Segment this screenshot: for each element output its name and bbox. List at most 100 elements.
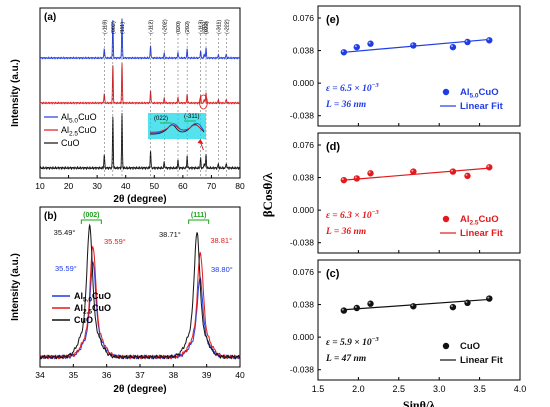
legend-text-base: Al	[460, 214, 470, 225]
y-tick-label: -0.038	[290, 365, 314, 375]
series-line-Al5.0CuO	[39, 261, 241, 360]
legend-text-sub: 2.5	[470, 220, 479, 227]
strain-exponent: −3	[372, 336, 380, 343]
zoom-region-ellipse	[199, 94, 208, 110]
data-point	[410, 168, 417, 175]
group-bracket	[80, 219, 102, 224]
plot-frame	[317, 132, 521, 254]
series-line-Al5.0CuO	[39, 18, 241, 60]
strain-exponent: −3	[372, 209, 380, 216]
group-bracket	[188, 219, 210, 224]
data-point	[464, 299, 471, 307]
data-point-highlight	[354, 176, 357, 179]
legend-item: Al5.0CuO	[61, 112, 97, 125]
strain-text: ε = 5.9 × 10	[326, 338, 372, 348]
data-point	[367, 300, 374, 307]
legend-line-label: Linear Fit	[460, 228, 504, 239]
data-point-highlight	[354, 306, 357, 308]
data-point	[486, 164, 493, 171]
y-tick-label: -0.038	[290, 238, 314, 248]
zoom-inset: (022) (-311)	[148, 113, 206, 139]
y-axis-label: Intensity (a.u.)	[10, 253, 21, 321]
inset-label: (022)	[154, 116, 168, 122]
data-point-highlight	[465, 40, 468, 42]
hkl-label: (-222)	[224, 19, 230, 34]
panel-label: (a)	[44, 12, 56, 23]
y-tick-label: 0.038	[293, 300, 315, 310]
x-tick-label: 34	[35, 370, 45, 380]
wh-subpanel: -0.038 0.000 0.038 0.076 (c) ε = 5.9 × 10−3 L …	[290, 259, 521, 381]
size-annotation: L = 47 nm	[325, 354, 366, 364]
x-tick-label: 3.0	[433, 384, 446, 394]
legend-point-label: Al2.5CuO	[460, 214, 499, 227]
legend-item: Al5.0CuO	[74, 291, 111, 304]
x-tick-label: 35	[69, 370, 79, 380]
x-axis-label: 2θ (degree)	[113, 194, 166, 205]
panel-label: (b)	[44, 211, 57, 222]
size-annotation: L = 36 nm	[325, 227, 366, 237]
data-point-highlight	[341, 50, 344, 53]
data-point-highlight	[450, 305, 453, 308]
data-point-highlight	[450, 45, 453, 48]
peak-position-label: 38.81°	[210, 236, 232, 245]
data-point-highlight	[354, 45, 357, 48]
legend-text-base: Al	[61, 112, 69, 122]
legend-text-suffix: CuO	[78, 125, 97, 135]
x-tick-label: 70	[207, 181, 217, 191]
legend-line-label: Linear Fit	[460, 101, 504, 112]
legend-text-base: Al	[74, 303, 83, 313]
data-point-highlight	[368, 301, 371, 304]
legend-text-base: Al	[61, 125, 69, 135]
y-axis-label: βCosθ/λ	[260, 172, 275, 217]
x-tick-label: 40	[121, 181, 131, 191]
x-tick-label: 39	[202, 370, 212, 380]
hkl-label: (020)	[176, 21, 182, 34]
hkl-label: (-311)	[216, 20, 222, 34]
panel-label: (e)	[326, 14, 340, 26]
x-tick-label: 30	[92, 181, 102, 191]
strain-annotation: ε = 6.5 × 10−3	[326, 82, 380, 94]
size-annotation: L = 36 nm	[325, 100, 366, 110]
linear-fit-line	[343, 167, 490, 181]
data-point	[464, 38, 471, 46]
x-tick-label: 37	[135, 370, 145, 380]
y-tick-label: 0.038	[293, 173, 315, 183]
hkl-label: (002)	[111, 21, 117, 34]
data-point	[410, 42, 417, 49]
hkl-label: (202)	[185, 21, 191, 34]
data-point	[340, 49, 348, 56]
data-point	[340, 176, 348, 184]
strain-text: ε = 6.5 × 10	[326, 84, 372, 94]
panel-label: (c)	[326, 268, 340, 280]
data-point-highlight	[411, 169, 414, 172]
data-point-highlight	[450, 169, 453, 172]
x-tick-label: 10	[35, 181, 45, 191]
panel-b: (b) 34 35 36 37 38 39 40 2θ (degree) Intensity (a…	[10, 206, 245, 395]
data-point	[449, 303, 457, 311]
data-point-highlight	[487, 296, 490, 299]
legend-item: CuO	[61, 138, 80, 148]
data-point-highlight	[487, 165, 490, 168]
peak-position-label: 35.59°	[104, 237, 126, 246]
x-tick-label: 2.0	[352, 384, 365, 394]
data-point-highlight	[411, 43, 414, 46]
data-point-highlight	[341, 178, 344, 181]
data-point-highlight	[368, 41, 371, 44]
group-hkl-label: (002)	[83, 212, 99, 219]
hkl-label: (-113)	[199, 20, 205, 34]
x-tick-label: 50	[150, 181, 160, 191]
y-tick-label: 0.000	[293, 78, 315, 88]
x-tick-label: 60	[178, 181, 188, 191]
peak-position-label: 35.49°	[54, 228, 76, 237]
inset-label: (-311)	[184, 114, 200, 120]
legend-text-base: CuO	[74, 315, 93, 325]
legend-text-base: Al	[74, 291, 83, 301]
wh-subpanel: -0.038 0.000 0.038 0.076 (d) ε = 6.3 × 10−3 L …	[290, 132, 521, 254]
strain-text: ε = 6.3 × 10	[326, 211, 372, 221]
legend-text-sub: 5.0	[69, 118, 78, 125]
hkl-label: (-202)	[162, 19, 168, 34]
legend-text-base: CuO	[61, 138, 80, 148]
data-point	[410, 303, 417, 310]
peak-position-label: 38.80°	[211, 265, 233, 274]
